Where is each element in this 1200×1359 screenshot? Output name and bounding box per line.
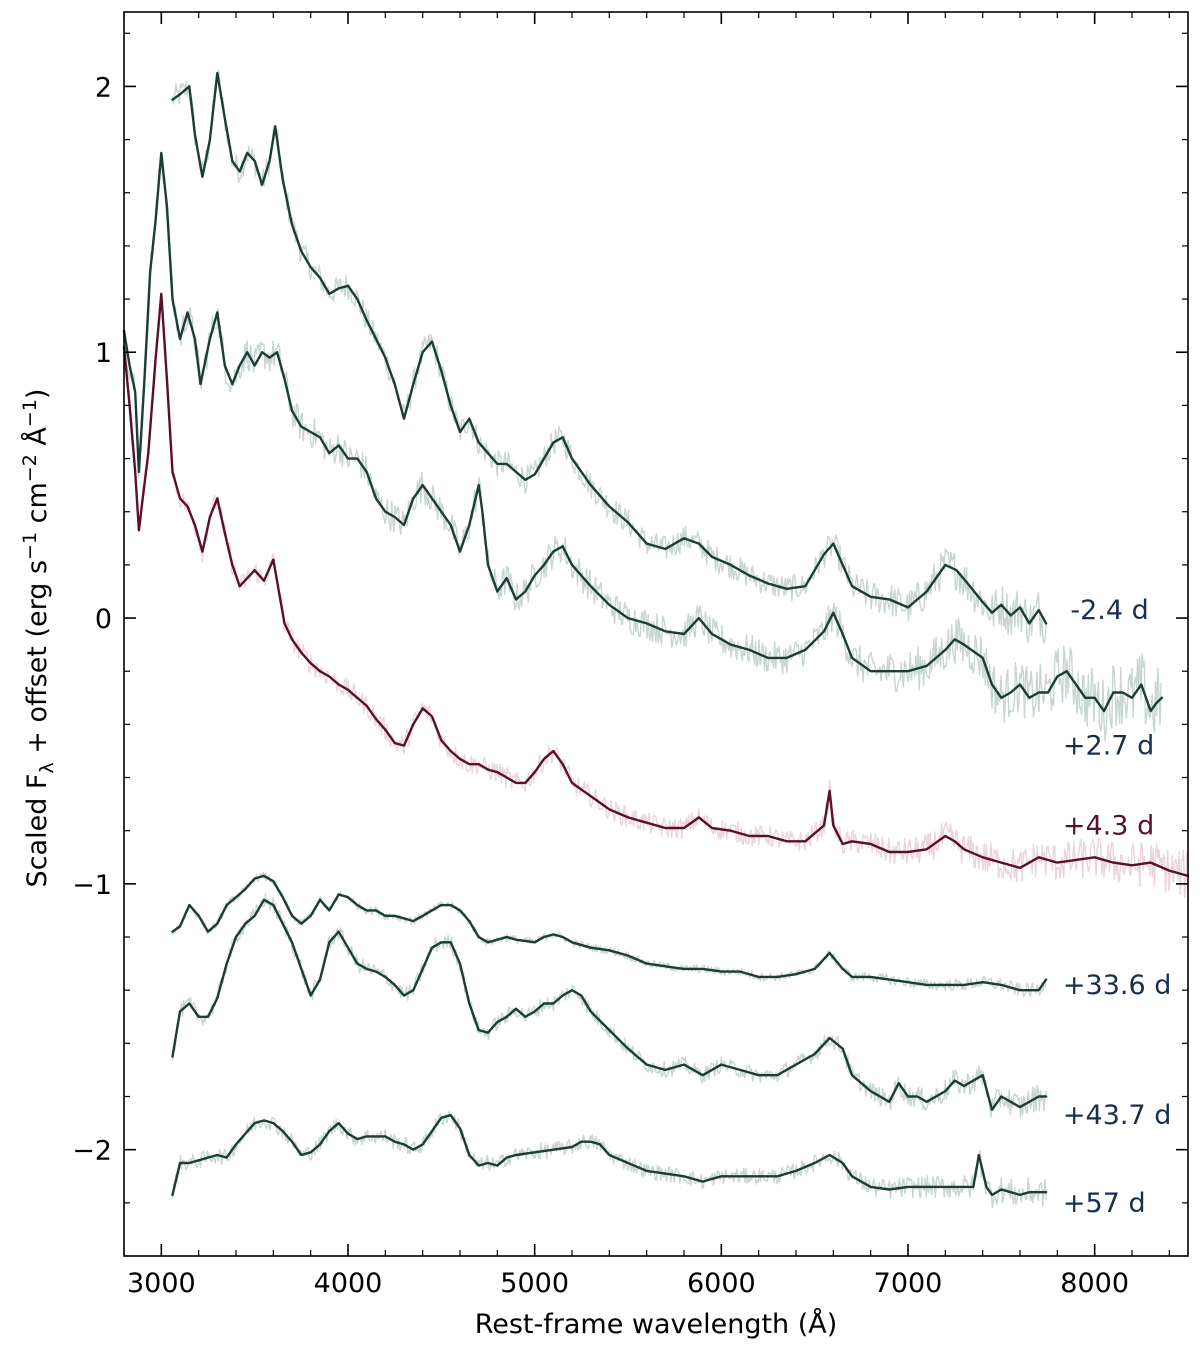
y-label-part: ): [22, 389, 53, 400]
series-label-33-6-d: +33.6 d: [1063, 970, 1171, 1001]
y-label-part: + offset (erg s: [22, 560, 53, 762]
series-label-4-3-d: +4.3 d: [1063, 810, 1154, 841]
x-tick-label: 6000: [687, 1268, 756, 1299]
ticks-layer: 3000 4000 5000 6000 7000 8000 2 1 0 −1 −2: [72, 12, 1188, 1299]
x-axis-label: Rest-frame wavelength (Å): [475, 1308, 838, 1340]
y-label-superscript: −1: [19, 532, 41, 560]
x-tick-label: 7000: [874, 1268, 943, 1299]
series-labels: -2.4 d +2.7 d +4.3 d +33.6 d +43.7 d +57 d: [1063, 595, 1171, 1219]
plot-frame: [123, 11, 1189, 1257]
series-label-57-d: +57 d: [1063, 1188, 1146, 1219]
series-label-43-7-d: +43.7 d: [1063, 1100, 1171, 1131]
y-label-superscript: −2: [19, 454, 41, 482]
series-layer: [122, 71, 1190, 1197]
noise-2-7-d: [123, 155, 1162, 742]
y-tick-label: 2: [95, 72, 112, 103]
noise-57-d: [171, 1110, 1047, 1209]
y-label-main: Scaled F: [22, 774, 53, 888]
series-label-2-4-d: -2.4 d: [1070, 595, 1148, 626]
series-line-33-6-d: [171, 874, 1048, 992]
y-label-superscript: −1: [19, 399, 41, 427]
series-line-4-3-d: [122, 292, 1190, 878]
series-line-57-d: [171, 1113, 1048, 1197]
y-label-part: Å: [21, 427, 53, 455]
x-tick-label: 4000: [314, 1268, 383, 1299]
noise-2-4-d: [171, 69, 1047, 644]
y-tick-label: 0: [95, 604, 112, 635]
y-tick-label: −1: [72, 870, 112, 901]
series-line-2-7-d: [122, 151, 1164, 713]
x-tick-label: 3000: [127, 1268, 196, 1299]
y-tick-label: 1: [95, 338, 112, 369]
y-tick-label: −2: [72, 1136, 112, 1167]
y-label-part: cm: [22, 482, 53, 532]
noise-43-7-d: [171, 893, 1047, 1118]
noise-layer: [123, 69, 1189, 1209]
noise-4-3-d: [123, 293, 1189, 898]
x-tick-label: 5000: [500, 1268, 569, 1299]
x-tick-label: 8000: [1060, 1268, 1129, 1299]
series-label-2-7-d: +2.7 d: [1063, 731, 1154, 762]
y-label-subscript: λ: [36, 762, 58, 773]
series-line-2-4-d: [171, 71, 1048, 625]
series-line-43-7-d: [171, 898, 1048, 1112]
y-axis-label: Scaled Fλ + offset (erg s−1 cm−2 Å−1): [19, 389, 58, 888]
